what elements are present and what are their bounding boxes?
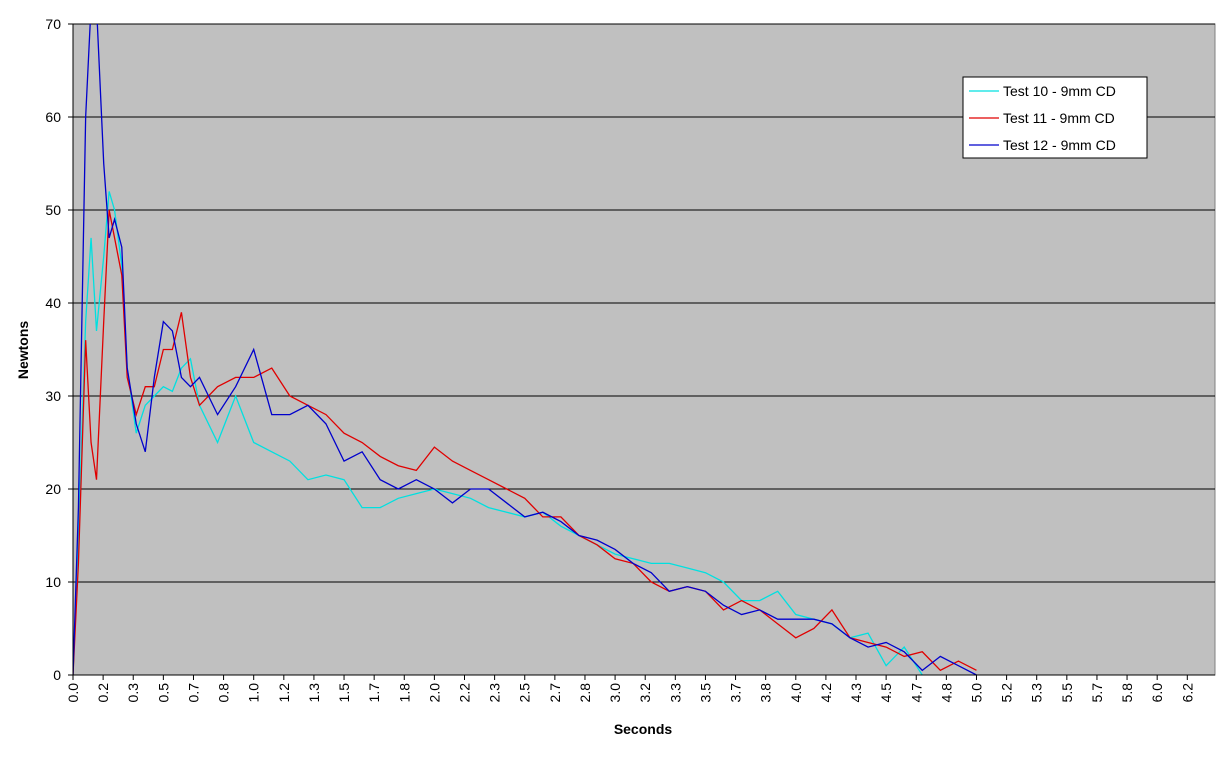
x-tick-label: 1.7 xyxy=(366,683,382,703)
y-tick-label: 10 xyxy=(45,574,61,590)
x-tick-label: 3.0 xyxy=(607,683,623,703)
x-tick-label: 3.7 xyxy=(728,683,744,703)
x-tick-label: 2.2 xyxy=(457,683,473,703)
y-tick-label: 60 xyxy=(45,109,61,125)
x-tick-label: 5.5 xyxy=(1059,683,1075,703)
x-tick-label: 0.3 xyxy=(125,683,141,703)
x-tick-label: 1.8 xyxy=(396,683,412,703)
x-tick-label: 2.8 xyxy=(577,683,593,703)
x-tick-label: 0.0 xyxy=(65,683,81,703)
y-tick-label: 20 xyxy=(45,481,61,497)
x-tick-label: 4.3 xyxy=(848,683,864,703)
legend-label: Test 11 - 9mm CD xyxy=(1003,110,1115,126)
y-tick-label: 40 xyxy=(45,295,61,311)
x-tick-label: 1.0 xyxy=(246,683,262,703)
x-tick-label: 6.2 xyxy=(1179,683,1195,703)
x-tick-label: 2.5 xyxy=(517,683,533,703)
y-tick-label: 0 xyxy=(53,667,61,683)
y-tick-label: 50 xyxy=(45,202,61,218)
legend-label: Test 12 - 9mm CD xyxy=(1003,137,1116,153)
x-tick-label: 4.2 xyxy=(818,683,834,703)
x-tick-label: 3.5 xyxy=(697,683,713,703)
x-tick-label: 4.8 xyxy=(938,683,954,703)
x-tick-label: 4.0 xyxy=(788,683,804,703)
x-tick-label: 2.0 xyxy=(426,683,442,703)
x-tick-label: 0.5 xyxy=(155,683,171,703)
x-tick-label: 2.3 xyxy=(487,683,503,703)
x-tick-label: 5.7 xyxy=(1089,683,1105,703)
y-tick-label: 70 xyxy=(45,16,61,32)
x-axis-label: Seconds xyxy=(614,721,673,737)
x-tick-label: 5.3 xyxy=(1029,683,1045,703)
x-tick-label: 3.2 xyxy=(637,683,653,703)
x-tick-label: 1.2 xyxy=(276,683,292,703)
y-axis-label: Newtons xyxy=(15,321,31,380)
x-tick-label: 0.2 xyxy=(95,683,111,703)
series-line xyxy=(73,24,977,675)
lines xyxy=(73,24,977,675)
x-tick-label: 3.8 xyxy=(758,683,774,703)
x-tick-label: 1.5 xyxy=(336,683,352,703)
x-tick-label: 5.0 xyxy=(968,683,984,703)
x-tick-label: 6.0 xyxy=(1149,683,1165,703)
x-tick-label: 5.2 xyxy=(999,683,1015,703)
y-tick-label: 30 xyxy=(45,388,61,404)
x-tick-label: 5.8 xyxy=(1119,683,1135,703)
series-line xyxy=(73,209,977,675)
x-tick-label: 4.5 xyxy=(878,683,894,703)
x-tick-label: 1.3 xyxy=(306,683,322,703)
series-line xyxy=(73,191,923,675)
x-tick-label: 0.8 xyxy=(216,683,232,703)
legend: Test 10 - 9mm CD Test 11 - 9mm CD Test 12 … xyxy=(962,76,1148,159)
x-tick-label: 4.7 xyxy=(908,683,924,703)
x-tick-label: 3.3 xyxy=(667,683,683,703)
legend-label: Test 10 - 9mm CD xyxy=(1003,83,1116,99)
axes: 0 10 20 30 40 50 60 70 0.0 0.2 0.3 0.5 0.7 0.8 1.0 1.2 1… xyxy=(45,16,1215,702)
x-tick-label: 2.7 xyxy=(547,683,563,703)
x-tick-label: 0.7 xyxy=(185,683,201,703)
